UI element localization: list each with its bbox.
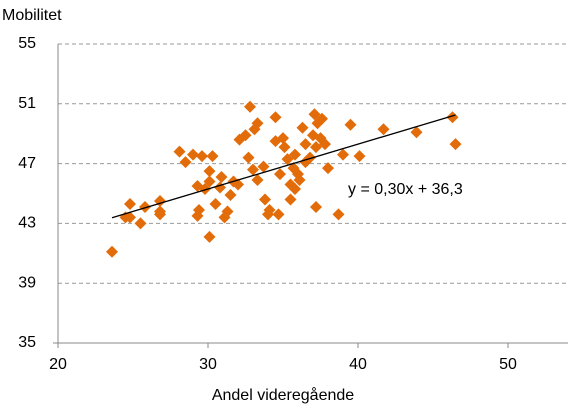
point: [277, 132, 289, 145]
trendline: [111, 114, 456, 219]
point: [257, 160, 270, 173]
y-tick-label: 47: [18, 155, 36, 172]
point: [179, 156, 192, 169]
y-tick-label: 55: [18, 35, 36, 52]
point: [304, 151, 316, 164]
point: [203, 165, 216, 178]
point: [272, 208, 285, 221]
point: [191, 209, 204, 222]
x-tick-label: 20: [49, 356, 67, 373]
point: [173, 145, 186, 158]
point: [239, 129, 252, 142]
point: [221, 205, 234, 218]
point: [449, 138, 462, 151]
x-axis-label: Andel videregående: [212, 386, 354, 404]
y-axis-label: Mobilitet: [2, 7, 62, 24]
point: [289, 183, 301, 196]
point: [293, 174, 306, 187]
point: [269, 111, 282, 124]
point: [353, 150, 366, 163]
x-tick-label: 30: [199, 356, 217, 373]
point: [410, 126, 423, 139]
y-tick-label: 51: [18, 95, 36, 112]
point: [316, 112, 328, 125]
x-tick-label: 40: [349, 356, 367, 373]
x-tick-label: 50: [499, 356, 517, 373]
point: [310, 141, 322, 154]
point: [289, 148, 301, 161]
point: [209, 197, 222, 210]
point: [247, 163, 259, 176]
point: [299, 138, 312, 151]
point: [377, 123, 390, 136]
point: [332, 208, 345, 221]
point: [259, 193, 271, 206]
point: [139, 200, 151, 213]
point: [196, 150, 208, 163]
point: [124, 197, 136, 210]
point: [206, 150, 219, 163]
point: [215, 171, 228, 184]
point: [242, 151, 255, 164]
point: [344, 118, 357, 131]
point: [296, 121, 309, 134]
point: [251, 174, 264, 187]
point: [263, 203, 276, 216]
point: [284, 193, 297, 206]
point: [251, 117, 264, 130]
point: [244, 100, 256, 113]
point: [274, 168, 286, 181]
point: [278, 141, 291, 154]
point: [446, 111, 459, 124]
point: [337, 148, 349, 161]
point: [106, 245, 118, 258]
point: [134, 217, 147, 230]
y-tick-label: 43: [18, 215, 36, 232]
point: [214, 181, 226, 194]
point: [322, 162, 334, 175]
point: [187, 148, 199, 161]
point: [124, 211, 136, 224]
point: [319, 138, 331, 151]
point: [203, 175, 216, 188]
point: [224, 188, 237, 201]
y-tick-label: 35: [18, 334, 36, 351]
point: [310, 200, 322, 213]
point: [203, 230, 216, 243]
y-tick-label: 39: [18, 274, 36, 291]
trendline-label: y = 0,30x + 36,3: [348, 181, 463, 198]
point: [154, 208, 166, 221]
